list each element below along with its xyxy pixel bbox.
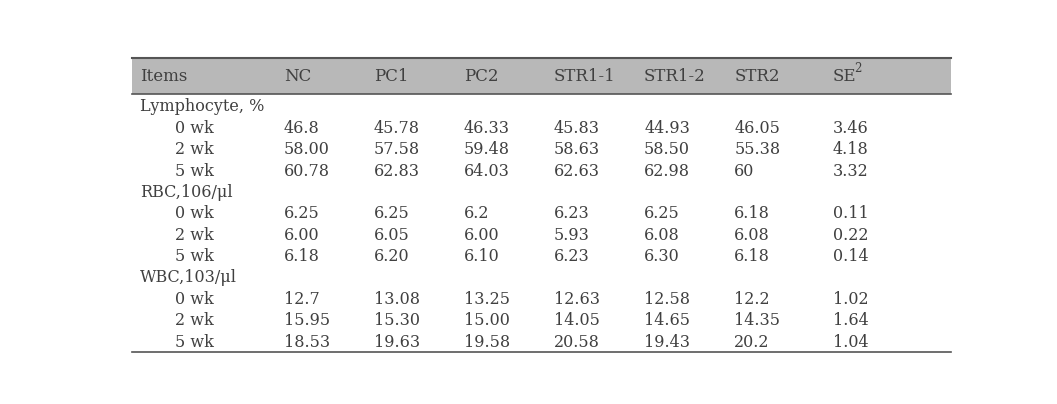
Text: 20.58: 20.58	[554, 334, 600, 351]
Text: 6.18: 6.18	[735, 205, 771, 222]
Text: STR1-2: STR1-2	[644, 67, 706, 84]
Text: 2 wk: 2 wk	[174, 141, 214, 158]
Text: 12.63: 12.63	[554, 291, 600, 308]
Text: 2: 2	[854, 62, 861, 75]
Text: Items: Items	[141, 67, 188, 84]
Text: 0 wk: 0 wk	[174, 205, 214, 222]
Text: 62.98: 62.98	[644, 162, 690, 179]
Text: 15.95: 15.95	[283, 312, 330, 329]
Text: 15.00: 15.00	[464, 312, 509, 329]
Text: 6.08: 6.08	[644, 227, 680, 244]
Text: WBC,103/μl: WBC,103/μl	[141, 269, 238, 286]
Text: 20.2: 20.2	[735, 334, 769, 351]
Text: 12.7: 12.7	[283, 291, 319, 308]
Text: 5 wk: 5 wk	[174, 162, 214, 179]
Text: 45.78: 45.78	[374, 120, 420, 137]
Text: 0 wk: 0 wk	[174, 291, 214, 308]
Text: 0.11: 0.11	[833, 205, 868, 222]
Text: 0 wk: 0 wk	[174, 120, 214, 137]
Text: 60.78: 60.78	[283, 162, 330, 179]
Text: 62.63: 62.63	[554, 162, 600, 179]
Text: NC: NC	[283, 67, 311, 84]
Text: 58.50: 58.50	[644, 141, 690, 158]
Text: PC2: PC2	[464, 67, 499, 84]
Bar	[132, 59, 951, 94]
Text: 6.18: 6.18	[283, 248, 319, 265]
Text: 5 wk: 5 wk	[174, 334, 214, 351]
Text: 6.00: 6.00	[283, 227, 319, 244]
Text: 19.43: 19.43	[644, 334, 690, 351]
Text: 6.20: 6.20	[374, 248, 409, 265]
Text: 2 wk: 2 wk	[174, 227, 214, 244]
Text: 44.93: 44.93	[644, 120, 690, 137]
Text: RBC,106/μl: RBC,106/μl	[141, 184, 233, 201]
Text: 5 wk: 5 wk	[174, 248, 214, 265]
Text: 2 wk: 2 wk	[174, 312, 214, 329]
Text: 6.23: 6.23	[554, 205, 590, 222]
Text: 6.05: 6.05	[374, 227, 409, 244]
Text: SE: SE	[833, 67, 856, 84]
Text: 6.23: 6.23	[554, 248, 590, 265]
Text: Lymphocyte, %: Lymphocyte, %	[141, 99, 264, 116]
Text: 6.10: 6.10	[464, 248, 500, 265]
Text: 0.22: 0.22	[833, 227, 868, 244]
Text: 6.00: 6.00	[464, 227, 500, 244]
Text: 13.25: 13.25	[464, 291, 509, 308]
Text: 12.2: 12.2	[735, 291, 769, 308]
Text: 46.8: 46.8	[283, 120, 319, 137]
Text: 1.64: 1.64	[833, 312, 868, 329]
Text: 4.18: 4.18	[833, 141, 868, 158]
Text: 6.30: 6.30	[644, 248, 680, 265]
Text: 13.08: 13.08	[374, 291, 420, 308]
Text: 0.14: 0.14	[833, 248, 868, 265]
Text: 5.93: 5.93	[554, 227, 590, 244]
Text: 6.2: 6.2	[464, 205, 489, 222]
Text: 18.53: 18.53	[283, 334, 330, 351]
Text: 60: 60	[735, 162, 755, 179]
Text: STR1-1: STR1-1	[554, 67, 616, 84]
Text: 59.48: 59.48	[464, 141, 509, 158]
Text: 12.58: 12.58	[644, 291, 690, 308]
Text: 6.25: 6.25	[283, 205, 319, 222]
Text: 19.63: 19.63	[374, 334, 420, 351]
Text: 45.83: 45.83	[554, 120, 600, 137]
Text: 1.04: 1.04	[833, 334, 868, 351]
Text: 15.30: 15.30	[374, 312, 420, 329]
Text: 58.00: 58.00	[283, 141, 330, 158]
Text: 3.32: 3.32	[833, 162, 868, 179]
Text: 57.58: 57.58	[374, 141, 420, 158]
Text: 6.25: 6.25	[374, 205, 409, 222]
Text: 58.63: 58.63	[554, 141, 600, 158]
Text: 14.05: 14.05	[554, 312, 600, 329]
Text: 6.08: 6.08	[735, 227, 769, 244]
Text: 55.38: 55.38	[735, 141, 780, 158]
Text: 6.25: 6.25	[644, 205, 680, 222]
Text: STR2: STR2	[735, 67, 780, 84]
Text: 46.05: 46.05	[735, 120, 780, 137]
Text: 14.35: 14.35	[735, 312, 780, 329]
Text: 3.46: 3.46	[833, 120, 868, 137]
Text: 1.02: 1.02	[833, 291, 868, 308]
Text: 62.83: 62.83	[374, 162, 420, 179]
Text: PC1: PC1	[374, 67, 408, 84]
Text: 6.18: 6.18	[735, 248, 771, 265]
Text: 64.03: 64.03	[464, 162, 509, 179]
Text: 46.33: 46.33	[464, 120, 509, 137]
Text: 19.58: 19.58	[464, 334, 511, 351]
Text: 14.65: 14.65	[644, 312, 690, 329]
